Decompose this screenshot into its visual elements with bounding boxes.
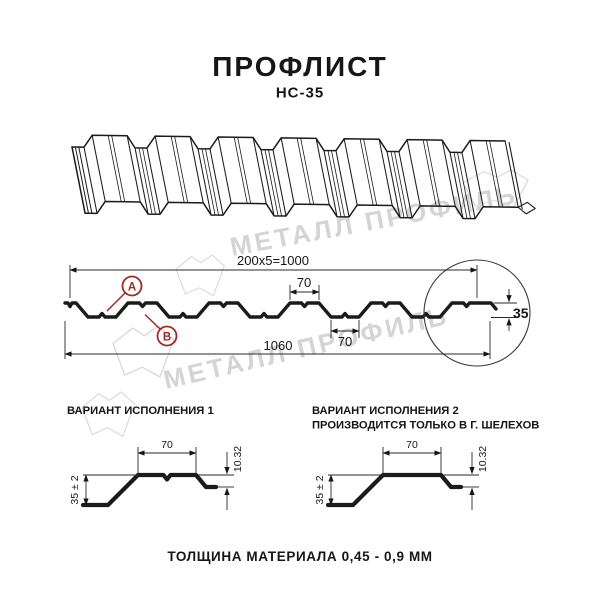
dim-profile-height: 35 bbox=[491, 289, 529, 331]
variant-1-width-label: 70 bbox=[161, 439, 173, 451]
variant-2-width-label: 70 bbox=[406, 439, 418, 451]
sheet-3d-view bbox=[71, 134, 536, 220]
variant-2-subtitle: ПРОИЗВОДИТСЯ ТОЛЬКО В Г. ШЕЛЕХОВ bbox=[312, 420, 539, 432]
variant-2-section: ВАРИАНТ ИСПОЛНЕНИЯ 2 ПРОИЗВОДИТСЯ ТОЛЬКО… bbox=[312, 405, 539, 510]
variant-2-profile bbox=[325, 472, 464, 508]
variant-1-height-label: 35 ± 2 bbox=[69, 475, 81, 504]
variant-1-profile bbox=[80, 472, 219, 508]
cross-section-outline bbox=[63, 301, 498, 319]
dim-top-width: 200x5=1000 bbox=[69, 253, 478, 298]
dim-profile-height-label: 35 bbox=[513, 305, 529, 321]
dim-rib-top: 70 bbox=[289, 275, 320, 300]
dim-rib-bottom: 70 bbox=[330, 320, 360, 349]
watermark-logo bbox=[81, 169, 529, 437]
variant-2-height-label: 35 ± 2 bbox=[314, 475, 326, 504]
marker-a-circle bbox=[121, 275, 143, 297]
variant-1-title: ВАРИАНТ ИСПОЛНЕНИЯ 1 bbox=[67, 405, 214, 417]
marker-b-letter: В bbox=[163, 332, 171, 344]
material-thickness-note: ТОЛЩИНА МАТЕРИАЛА 0,45 - 0,9 ММ bbox=[167, 549, 432, 564]
page-title: ПРОФЛИСТ bbox=[212, 51, 387, 82]
detail-circle bbox=[423, 259, 531, 367]
variant-2-title: ВАРИАНТ ИСПОЛНЕНИЯ 2 bbox=[312, 405, 459, 417]
marker-b: В bbox=[144, 313, 178, 347]
variant-2-lip-label: 10.32 bbox=[477, 446, 489, 472]
profile-cross-section: 200x5=1000 70 70 1060 bbox=[63, 253, 531, 367]
dim-top-width-label: 200x5=1000 bbox=[237, 253, 309, 268]
dim-rib-top-label: 70 bbox=[297, 275, 311, 290]
marker-a-letter: А bbox=[128, 282, 136, 294]
variant-1-lip-label: 10.32 bbox=[232, 446, 244, 472]
dim-overall-width: 1060 bbox=[64, 321, 491, 359]
variant-1-section: ВАРИАНТ ИСПОЛНЕНИЯ 1 35 ± 2 70 10.32 bbox=[67, 405, 244, 510]
profile-model-label: НС-35 bbox=[276, 85, 324, 102]
dim-rib-bottom-label: 70 bbox=[338, 334, 352, 349]
marker-b-circle bbox=[156, 325, 178, 347]
marker-a: А bbox=[106, 275, 143, 312]
dim-overall-width-label: 1060 bbox=[264, 338, 293, 353]
